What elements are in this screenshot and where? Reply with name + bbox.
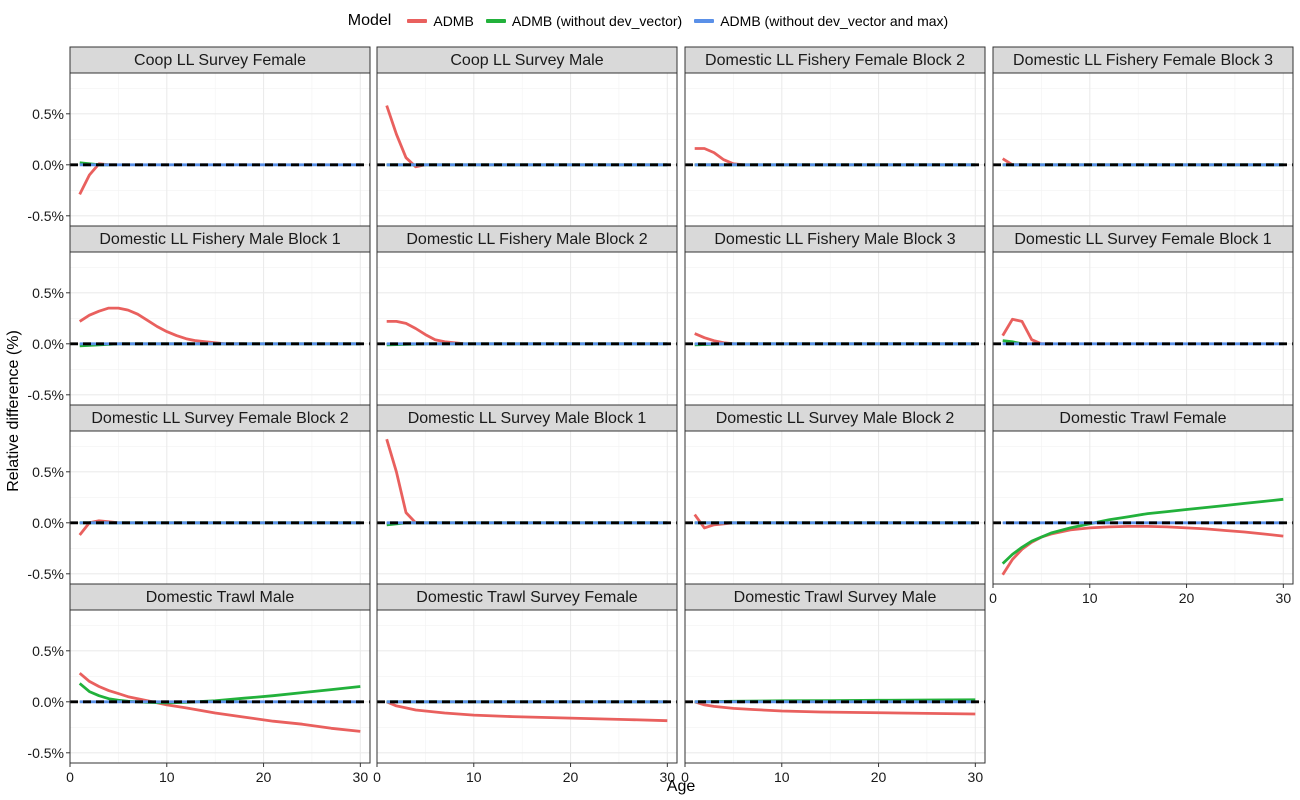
panel-border-domestic-trawl-female [992,430,1294,585]
facet-title-domestic-ll-fishery-female-block-2: Domestic LL Fishery Female Block 2 [705,52,965,69]
facet-strip-domestic-ll-fishery-male-block-2 [376,225,678,253]
y-tick-label: 0.5% [32,464,64,480]
panel-background-domestic-ll-fishery-male-block-3 [685,252,985,405]
x-tick-label: 10 [159,769,175,785]
panel-background-domestic-ll-survey-male-block-1 [377,431,677,584]
y-tick-label: -0.5% [27,387,64,403]
y-tick-label: -0.5% [27,566,64,582]
facet-strip-domestic-ll-fishery-female-block-2 [684,46,986,74]
x-tick-label: 30 [968,769,984,785]
panel-background-domestic-trawl-survey-female [377,610,677,763]
facet-title-coop-ll-survey-male: Coop LL Survey Male [450,52,603,69]
panel-background-domestic-ll-survey-female-block-1 [993,252,1293,405]
legend-item-admb-without-dev-vector: ADMB (without dev_vector) [485,13,683,29]
x-tick-label: 10 [774,769,790,785]
facet-strip-domestic-trawl-male [69,583,371,611]
facet-strip-domestic-ll-survey-male-block-1 [376,404,678,432]
legend-label-admb-without-dev-vector: ADMB (without dev_vector) [511,13,683,29]
legend-key-admb-without-dev-vector [485,19,506,23]
facet-strip-domestic-ll-fishery-male-block-1 [69,225,371,253]
series-line-admb [386,700,668,723]
x-tick-label: 10 [466,769,482,785]
facet-title-domestic-ll-survey-female-block-1: Domestic LL Survey Female Block 1 [1014,231,1271,248]
facet-title-domestic-ll-fishery-male-block-2: Domestic LL Fishery Male Block 2 [406,231,647,248]
facet-strip-domestic-trawl-survey-male [684,583,986,611]
facet-strip-coop-ll-survey-female [69,46,371,74]
panel-border-domestic-trawl-survey-male [684,609,986,764]
panel-border-domestic-trawl-male [69,609,371,764]
x-tick-label: 0 [989,590,997,606]
panel-background-domestic-ll-fishery-male-block-2 [377,252,677,405]
panel-background-coop-ll-survey-female [70,73,370,226]
legend-key-admb-without-dev-vector-and-max [694,19,715,23]
legend-label-admb: ADMB [433,13,474,29]
x-tick-label: 30 [660,769,676,785]
facet-strip-coop-ll-survey-male [376,46,678,74]
y-tick-label: 0.0% [32,336,64,352]
y-tick-label: 0.0% [32,515,64,531]
facet-title-domestic-ll-fishery-male-block-3: Domestic LL Fishery Male Block 3 [714,231,955,248]
panel-border-domestic-trawl-survey-female [376,609,678,764]
facet-title-domestic-ll-survey-female-block-2: Domestic LL Survey Female Block 2 [91,410,348,427]
y-tick-label: 0.0% [32,694,64,710]
panel-background-domestic-ll-fishery-female-block-2 [685,73,985,226]
panel-background-coop-ll-survey-male [377,73,677,226]
facet-title-domestic-trawl-survey-female: Domestic Trawl Survey Female [416,589,637,606]
y-tick-label: 0.5% [32,643,64,659]
facet-title-domestic-ll-survey-male-block-2: Domestic LL Survey Male Block 2 [716,410,955,427]
x-tick-label: 0 [373,769,381,785]
panel-background-domestic-trawl-female [993,431,1293,584]
x-tick-label: 20 [256,769,272,785]
facet-title-domestic-trawl-survey-male: Domestic Trawl Survey Male [734,589,937,606]
series-line-admb [694,700,976,716]
x-tick-label: 20 [563,769,579,785]
x-tick-label: 30 [353,769,369,785]
facet-title-coop-ll-survey-female: Coop LL Survey Female [134,52,306,69]
x-tick-label: 20 [871,769,887,785]
legend-item-admb-without-dev-vector-and-max: ADMB (without dev_vector and max) [694,13,948,29]
facet-strip-domestic-trawl-female [992,404,1294,432]
x-axis-title: Age [667,778,696,795]
series-line-admb-without-dev-vector [1001,497,1284,565]
y-tick-label: 0.5% [32,106,64,122]
series-line-admb [78,672,361,733]
panel-background-domestic-ll-fishery-female-block-3 [993,73,1293,226]
facet-strip-domestic-ll-fishery-female-block-3 [992,46,1294,74]
panel-background-domestic-ll-fishery-male-block-1 [70,252,370,405]
x-tick-label: 10 [1082,590,1098,606]
panel-background-domestic-ll-survey-male-block-2 [685,431,985,584]
facet-title-domestic-trawl-female: Domestic Trawl Female [1059,410,1226,427]
legend-item-admb: ADMB [407,13,474,29]
panel-background-domestic-trawl-male [70,610,370,763]
facet-title-domestic-ll-fishery-male-block-1: Domestic LL Fishery Male Block 1 [99,231,340,248]
y-tick-label: 0.5% [32,285,64,301]
legend-label-admb-without-dev-vector-and-max: ADMB (without dev_vector and max) [720,13,949,29]
x-tick-label: 0 [681,769,689,785]
facet-strip-domestic-ll-survey-male-block-2 [684,404,986,432]
y-tick-label: -0.5% [27,745,64,761]
panel-background-domestic-trawl-survey-male [685,610,985,763]
facet-title-domestic-trawl-male: Domestic Trawl Male [146,589,295,606]
facet-strip-domestic-ll-fishery-male-block-3 [684,225,986,253]
facet-strip-domestic-ll-survey-female-block-2 [69,404,371,432]
x-tick-label: 20 [1179,590,1195,606]
panel-background-domestic-ll-survey-female-block-2 [70,431,370,584]
legend-title: Model [347,12,392,29]
y-tick-label: 0.0% [32,157,64,173]
legend-key-admb [407,19,428,23]
facet-title-domestic-ll-fishery-female-block-3: Domestic LL Fishery Female Block 3 [1013,52,1273,69]
x-tick-label: 0 [66,769,74,785]
facet-title-domestic-ll-survey-male-block-1: Domestic LL Survey Male Block 1 [408,410,647,427]
x-tick-label: 30 [1276,590,1292,606]
legend: Model ADMB ADMB (without dev_vector) ADM… [0,8,1300,34]
y-tick-label: -0.5% [27,208,64,224]
y-axis-title: Relative difference (%) [5,330,22,492]
